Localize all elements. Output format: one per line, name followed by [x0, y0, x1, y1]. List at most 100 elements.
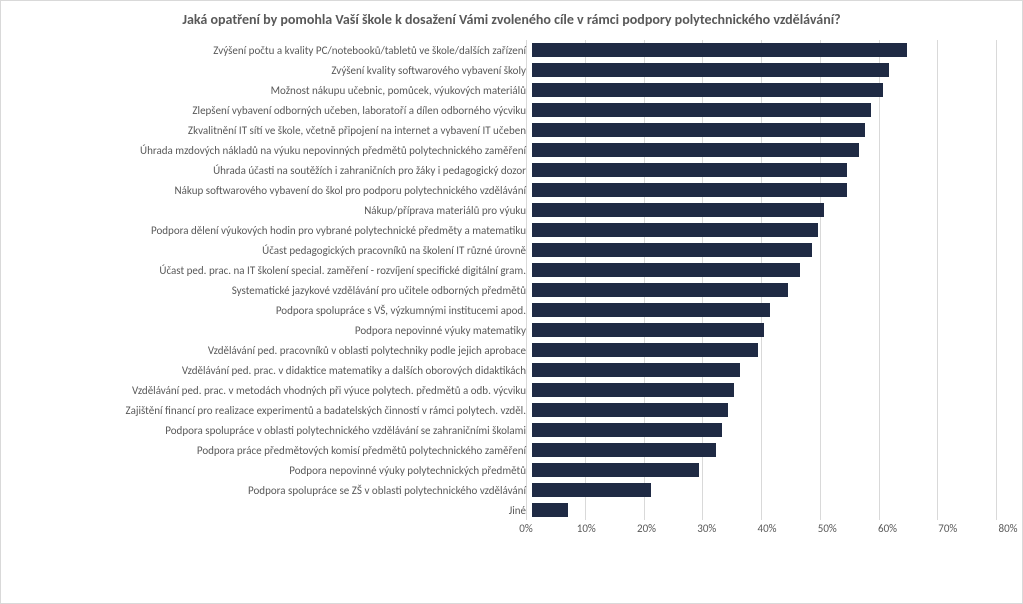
chart-row: Účast ped. prac. na IT školení special. … [15, 260, 1008, 280]
x-axis-tick: 10% [577, 522, 596, 535]
bar [532, 63, 889, 77]
y-axis-label: Podpora spolupráce v oblasti polytechnic… [15, 424, 532, 437]
bar-cell [532, 320, 1008, 340]
x-axis-tick: 0% [519, 522, 532, 535]
bar [532, 363, 740, 377]
chart-row: Nákup softwarového vybavení do škol pro … [15, 180, 1008, 200]
bar [532, 503, 568, 517]
x-axis-tick: 40% [757, 522, 776, 535]
bar [532, 43, 907, 57]
y-axis-label: Možnost nákupu učebnic, pomůcek, výukový… [15, 84, 532, 97]
bar-cell [532, 80, 1008, 100]
chart-title: Jaká opatření by pomohla Vaší škole k do… [15, 11, 1008, 28]
chart-row: Zvýšení kvality softwarového vybavení šk… [15, 60, 1008, 80]
bar-cell [532, 120, 1008, 140]
chart-row: Vzdělávání ped. prac. v didaktice matema… [15, 360, 1008, 380]
y-axis-label: Nákup/příprava materiálů pro výuku [15, 204, 532, 217]
x-axis-tick: 20% [637, 522, 656, 535]
y-axis-label: Podpora spolupráce se ZŠ v oblasti polyt… [15, 484, 532, 497]
bar-cell [532, 40, 1008, 60]
chart-row: Podpora nepovinné výuky matematiky [15, 320, 1008, 340]
bar [532, 483, 651, 497]
bar-cell [532, 460, 1008, 480]
x-axis-spacer [15, 520, 526, 542]
y-axis-label: Podpora dělení výukových hodin pro vybra… [15, 224, 532, 237]
x-axis-tick-area: 0%10%20%30%40%50%60%70%80% [526, 520, 1008, 542]
x-axis-tick: 50% [818, 522, 837, 535]
chart-row: Systematické jazykové vzdělávání pro uči… [15, 280, 1008, 300]
chart-x-axis: 0%10%20%30%40%50%60%70%80% [15, 520, 1008, 542]
bar-cell [532, 400, 1008, 420]
bar [532, 163, 847, 177]
bar-cell [532, 360, 1008, 380]
y-axis-label: Podpora práce předmětových komisí předmě… [15, 444, 532, 457]
bar [532, 83, 883, 97]
bar-cell [532, 500, 1008, 520]
x-axis-tick: 30% [697, 522, 716, 535]
bar [532, 103, 871, 117]
x-axis-tick: 70% [938, 522, 957, 535]
bar-cell [532, 200, 1008, 220]
bar [532, 183, 847, 197]
bar [532, 143, 859, 157]
y-axis-label: Zvýšení kvality softwarového vybavení šk… [15, 64, 532, 77]
y-axis-label: Jiné [15, 504, 532, 517]
y-axis-label: Podpora spolupráce s VŠ, výzkumnými inst… [15, 304, 532, 317]
chart-row: Podpora spolupráce v oblasti polytechnic… [15, 420, 1008, 440]
x-axis-tick: 80% [998, 522, 1017, 535]
y-axis-label: Vzdělávání ped. prac. v metodách vhodnýc… [15, 384, 532, 397]
chart-row: Vzdělávání ped. pracovníků v oblasti pol… [15, 340, 1008, 360]
chart-row: Zajištění financí pro realizace experime… [15, 400, 1008, 420]
chart-row: Vzdělávání ped. prac. v metodách vhodnýc… [15, 380, 1008, 400]
chart-row: Zlepšení vybavení odborných učeben, labo… [15, 100, 1008, 120]
bar [532, 343, 758, 357]
bar-cell [532, 100, 1008, 120]
y-axis-label: Vzdělávání ped. prac. v didaktice matema… [15, 364, 532, 377]
y-axis-label: Vzdělávání ped. pracovníků v oblasti pol… [15, 344, 532, 357]
y-axis-label: Zvýšení počtu a kvality PC/notebooků/tab… [15, 44, 532, 57]
chart-row: Nákup/příprava materiálů pro výuku [15, 200, 1008, 220]
chart-row: Zkvalitnění IT sítí ve škole, včetně při… [15, 120, 1008, 140]
chart-rows: Zvýšení počtu a kvality PC/notebooků/tab… [15, 40, 1008, 520]
y-axis-label: Systematické jazykové vzdělávání pro uči… [15, 284, 532, 297]
bar [532, 263, 800, 277]
bar-cell [532, 480, 1008, 500]
y-axis-label: Podpora nepovinné výuky polytechnických … [15, 464, 532, 477]
bar [532, 203, 824, 217]
bar [532, 383, 734, 397]
chart-row: Podpora práce předmětových komisí předmě… [15, 440, 1008, 460]
bar-cell [532, 260, 1008, 280]
bar-cell [532, 60, 1008, 80]
x-axis-tick: 60% [878, 522, 897, 535]
bar [532, 243, 812, 257]
chart-row: Účast pedagogických pracovníků na školen… [15, 240, 1008, 260]
bar [532, 443, 716, 457]
bar-cell [532, 440, 1008, 460]
y-axis-label: Úhrada účasti na soutěžích i zahraničníc… [15, 164, 532, 177]
y-axis-label: Účast pedagogických pracovníků na školen… [15, 244, 532, 257]
y-axis-label: Úhrada mzdových nákladů na výuku nepovin… [15, 144, 532, 157]
bar-cell [532, 300, 1008, 320]
chart-row: Podpora nepovinné výuky polytechnických … [15, 460, 1008, 480]
y-axis-label: Zajištění financí pro realizace experime… [15, 404, 532, 417]
bar [532, 403, 728, 417]
bar [532, 303, 770, 317]
bar [532, 463, 699, 477]
chart-row: Podpora dělení výukových hodin pro vybra… [15, 220, 1008, 240]
bar-cell [532, 340, 1008, 360]
bar-cell [532, 280, 1008, 300]
bar-cell [532, 160, 1008, 180]
bar [532, 423, 722, 437]
bar-cell [532, 140, 1008, 160]
bar-cell [532, 240, 1008, 260]
y-axis-label: Podpora nepovinné výuky matematiky [15, 324, 532, 337]
bar-cell [532, 180, 1008, 200]
chart-row: Jiné [15, 500, 1008, 520]
bar [532, 223, 818, 237]
chart-row: Podpora spolupráce s VŠ, výzkumnými inst… [15, 300, 1008, 320]
y-axis-label: Zkvalitnění IT sítí ve škole, včetně při… [15, 124, 532, 137]
chart-body: Zvýšení počtu a kvality PC/notebooků/tab… [15, 40, 1008, 542]
bar-cell [532, 220, 1008, 240]
bar [532, 283, 788, 297]
chart-row: Podpora spolupráce se ZŠ v oblasti polyt… [15, 480, 1008, 500]
